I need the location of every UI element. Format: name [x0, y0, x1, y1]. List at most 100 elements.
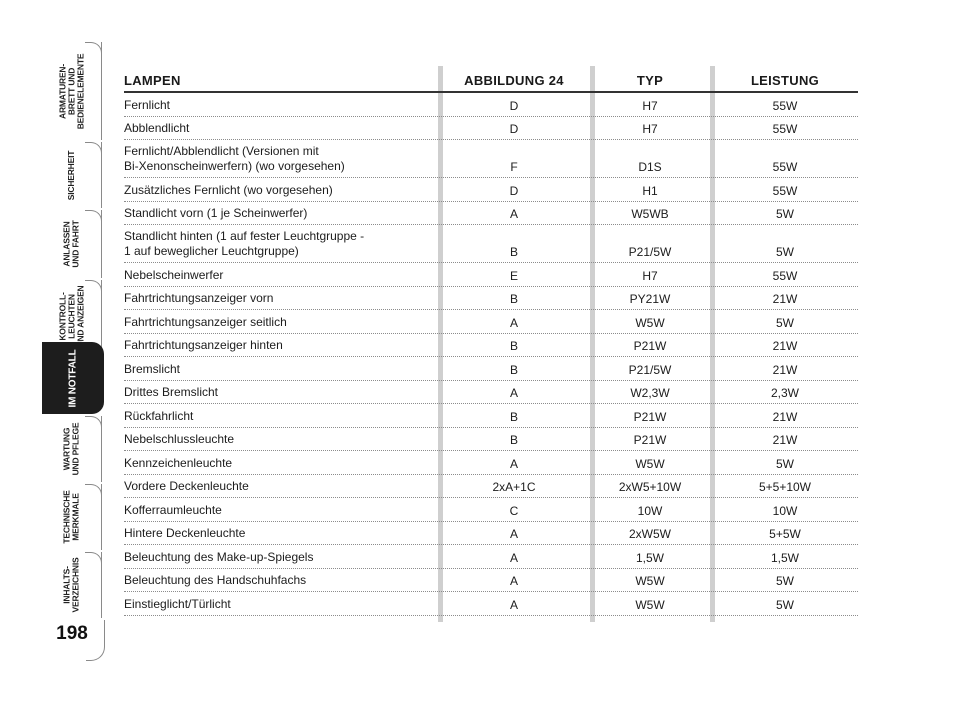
lamp-power: 5+5W [769, 527, 801, 541]
lamp-power: 5+5+10W [758, 480, 812, 494]
lamp-power: 5W [776, 456, 794, 471]
lamp-power: 5W [776, 315, 794, 330]
lamp-figure: A [509, 550, 518, 565]
lamp-figure: A [509, 207, 518, 221]
lamp-figure: A [509, 386, 518, 400]
table-row: Einstieglicht/Türlicht A W5W 5W [124, 592, 858, 616]
lamp-figure: A [509, 574, 518, 588]
lamp-figure: B [509, 292, 518, 306]
lamp-power: 55W [772, 122, 798, 136]
lamp-figure: C [509, 503, 519, 518]
lamp-power: 21W [772, 339, 798, 353]
header-power: LEISTUNG [750, 73, 820, 88]
lamp-name: Fahrtrichtungsanzeiger vorn [124, 291, 274, 305]
lamp-table: LAMPEN ABBILDUNG 24 TYP LEISTUNG Fernlic… [124, 66, 858, 616]
lamp-power: 21W [772, 292, 798, 306]
lamp-type: PY21W [629, 292, 671, 306]
table-row: Standlicht hinten (1 auf fester Leuchtgr… [124, 225, 858, 263]
lamp-name: Fernlicht/Abblendlicht (Versionen mit Bi… [124, 144, 345, 173]
tab-anlassen[interactable]: ANLASSEN UND FAHRT [42, 210, 102, 278]
lamp-name: Bremslicht [124, 361, 181, 376]
lamp-type: W5W [635, 315, 665, 330]
tab-im-notfall[interactable]: IM NOTFALL [42, 342, 104, 414]
table-row: Kennzeichenleuchte A W5W 5W [124, 451, 858, 475]
lamp-power: 55W [772, 268, 798, 283]
lamp-type: P21/5W [628, 362, 672, 377]
table-row: Abblendlicht D H7 55W [124, 117, 858, 140]
table-row: Fahrtrichtungsanzeiger vorn B PY21W 21W [124, 287, 858, 310]
lamp-figure: 2xA+1C [492, 480, 536, 494]
table-row: Kofferraumleuchte C 10W 10W [124, 498, 858, 522]
lamp-name: Fernlicht [124, 97, 171, 112]
lamp-power: 5W [776, 597, 794, 612]
tab-armaturenbrett[interactable]: ARMATUREN- BRETT UND BEDIENELEMENTE [42, 42, 102, 140]
lamp-figure: B [509, 362, 518, 377]
page-number: 198 [56, 623, 88, 644]
table-row: Fahrtrichtungsanzeiger hinten B P21W 21W [124, 334, 858, 357]
lamp-power: 5W [776, 207, 794, 221]
table-row: Vordere Deckenleuchte 2xA+1C 2xW5+10W 5+… [124, 475, 858, 498]
lamp-name: Standlicht vorn (1 je Scheinwerfer) [124, 206, 308, 220]
lamp-type: D1S [638, 160, 662, 174]
lamp-type: H7 [642, 122, 658, 136]
tab-kontrollleuchten[interactable]: KONTROLL- LEUCHTEN UND ANZEIGEN [42, 280, 102, 352]
lamp-power: 1,5W [770, 550, 799, 565]
lamp-figure: D [509, 183, 519, 198]
lamp-figure: B [509, 245, 518, 259]
table-row: Zusätzliches Fernlicht (wo vorgesehen) D… [124, 178, 858, 202]
table-header: LAMPEN ABBILDUNG 24 TYP LEISTUNG [124, 66, 858, 93]
table-row: Hintere Deckenleuchte A 2xW5W 5+5W [124, 522, 858, 545]
column-divider [590, 66, 595, 622]
lamp-figure: B [509, 409, 518, 424]
table-row: Fernlicht/Abblendlicht (Versionen mit Bi… [124, 140, 858, 178]
lamp-name: Rückfahrlicht [124, 408, 194, 423]
tab-label: IM NOTFALL [67, 349, 79, 407]
lamp-type: H7 [642, 98, 658, 113]
lamp-type: H1 [642, 183, 658, 198]
table-row: Beleuchtung des Handschuhfachs A W5W 5W [124, 569, 858, 592]
lamp-type: W5W [635, 574, 665, 588]
lamp-figure: B [509, 433, 518, 447]
table-row: Standlicht vorn (1 je Scheinwerfer) A W5… [124, 202, 858, 225]
tab-label: SICHERHEIT [65, 150, 76, 200]
lamp-figure: A [509, 527, 518, 541]
tab-inhaltsverzeichnis[interactable]: INHALTS- VERZEICHNIS [42, 552, 102, 618]
lamp-name: Einstieglicht/Türlicht [124, 596, 231, 611]
tab-wartung[interactable]: WARTUNG UND PFLEGE [42, 416, 102, 482]
lamp-figure: A [509, 456, 518, 471]
lamp-type: W5WB [631, 207, 669, 221]
lamp-type: P21W [633, 433, 667, 447]
tab-technische-merkmale[interactable]: TECHNISCHE MERKMALE [42, 484, 102, 550]
table-row: Bremslicht B P21/5W 21W [124, 357, 858, 381]
lamp-power: 5W [776, 245, 794, 259]
lamp-name: Standlicht hinten (1 auf fester Leuchtgr… [124, 229, 365, 258]
tab-sicherheit[interactable]: SICHERHEIT [42, 142, 102, 208]
tab-label: INHALTS- VERZEICHNIS [61, 557, 81, 613]
lamp-power: 55W [772, 98, 798, 113]
table-row: Nebelschlussleuchte B P21W 21W [124, 428, 858, 451]
lamp-type: W5W [635, 597, 665, 612]
lamp-name: Zusätzliches Fernlicht (wo vorgesehen) [124, 182, 333, 197]
tab-label: TECHNISCHE MERKMALE [61, 490, 81, 544]
tab-label: ANLASSEN UND FAHRT [61, 220, 81, 268]
table-row: Fernlicht D H7 55W [124, 93, 858, 117]
lamp-type: 2xW5+10W [618, 480, 682, 494]
lamp-figure: D [509, 122, 519, 136]
lamp-power: 55W [772, 160, 798, 174]
lamp-name: Kofferraumleuchte [124, 502, 222, 517]
lamp-power: 21W [772, 409, 798, 424]
table-row: Rückfahrlicht B P21W 21W [124, 404, 858, 428]
lamp-type: 1,5W [635, 550, 664, 565]
lamp-figure: D [509, 98, 519, 113]
lamp-name: Vordere Deckenleuchte [124, 479, 249, 493]
lamp-power: 21W [772, 433, 798, 447]
lamp-name: Nebelscheinwerfer [124, 267, 224, 282]
tab-label: KONTROLL- LEUCHTEN UND ANZEIGEN [57, 285, 86, 347]
lamp-type: 2xW5W [629, 527, 671, 541]
lamp-figure: A [509, 597, 518, 612]
lamp-type: P21W [633, 339, 667, 353]
table-row: Beleuchtung des Make-up-Spiegels A 1,5W … [124, 545, 858, 569]
lamp-type: W5W [635, 456, 665, 471]
lamp-power: 55W [772, 183, 798, 198]
tab-label: WARTUNG UND PFLEGE [61, 422, 81, 476]
